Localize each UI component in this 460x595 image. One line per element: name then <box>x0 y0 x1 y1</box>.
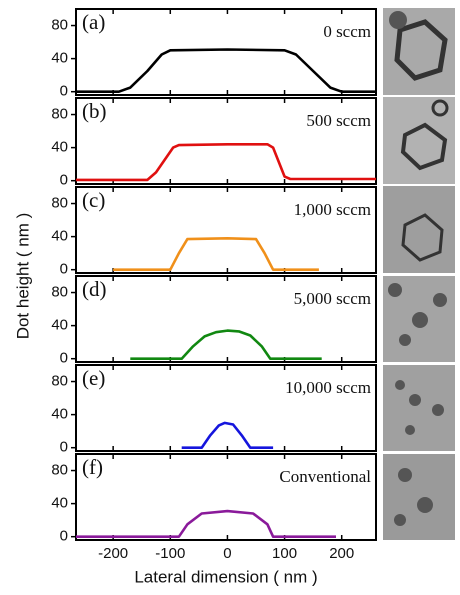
data-line <box>76 143 376 182</box>
data-line <box>76 509 336 538</box>
y-tick-label: 80 <box>51 373 68 390</box>
y-tick-label: 0 <box>60 172 68 189</box>
data-line <box>113 237 319 271</box>
data-line <box>130 329 322 360</box>
y-tick-label: 80 <box>51 462 68 479</box>
y-tick-label: 80 <box>51 17 68 34</box>
x-tick-label: 200 <box>329 545 354 562</box>
micrograph-feature <box>399 334 411 346</box>
y-tick-label: 40 <box>51 317 68 334</box>
micrograph-feature <box>433 293 447 307</box>
micrograph-feature <box>395 380 405 390</box>
x-axis-label: Lateral dimension ( nm ) <box>134 567 317 586</box>
panel-label: (f) <box>82 455 103 479</box>
panel-label: (e) <box>82 366 105 390</box>
annotation: 10,000 sccm <box>285 378 371 397</box>
micrograph-feature <box>417 497 433 513</box>
y-tick-label: 0 <box>60 439 68 456</box>
micrograph-feature <box>400 122 448 171</box>
y-tick-label: 40 <box>51 139 68 156</box>
micrograph-feature <box>431 99 449 117</box>
x-tick-label: 0 <box>223 545 231 562</box>
micrograph-feature <box>388 283 402 297</box>
y-tick-label: 0 <box>60 261 68 278</box>
micrograph-feature <box>398 468 412 482</box>
panel-frame <box>75 97 377 185</box>
panel-label: (c) <box>82 188 105 212</box>
y-tick-label: 40 <box>51 50 68 67</box>
micrograph-feature <box>412 312 428 328</box>
annotation: 500 sccm <box>306 111 371 130</box>
data-line <box>181 421 274 449</box>
annotation: 0 sccm <box>323 22 371 41</box>
y-tick-label: 40 <box>51 406 68 423</box>
x-tick-label: -100 <box>155 545 185 562</box>
micrograph-feature <box>432 404 444 416</box>
x-tick-label: -200 <box>98 545 128 562</box>
annotation: 5,000 sccm <box>294 289 371 308</box>
y-tick-label: 80 <box>51 195 68 212</box>
panel-frame <box>75 186 377 274</box>
annotation: Conventional <box>279 467 371 486</box>
micrograph-feature <box>401 213 444 262</box>
y-tick-label: 0 <box>60 528 68 545</box>
micrograph-feature <box>405 425 415 435</box>
y-tick-label: 80 <box>51 284 68 301</box>
data-line <box>76 48 376 93</box>
panel-frame <box>75 364 377 452</box>
micrograph <box>383 454 455 540</box>
annotation: 1,000 sccm <box>294 200 371 219</box>
y-tick-label: 0 <box>60 83 68 100</box>
y-tick-label: 40 <box>51 228 68 245</box>
panel-frame <box>75 275 377 363</box>
panel-label: (a) <box>82 10 105 34</box>
y-tick-label: 40 <box>51 495 68 512</box>
y-tick-label: 80 <box>51 106 68 123</box>
micrograph <box>383 365 455 451</box>
micrograph-feature <box>394 514 406 526</box>
panel-label: (b) <box>82 99 107 123</box>
panel-frame <box>75 8 377 96</box>
micrograph-feature <box>409 394 421 406</box>
micrographs <box>383 8 455 540</box>
y-axis-label: Dot height ( nm ) <box>13 213 32 340</box>
x-tick-label: 100 <box>272 545 297 562</box>
panel-label: (d) <box>82 277 107 301</box>
panel-frame <box>75 453 377 541</box>
micrograph-feature <box>394 19 448 81</box>
micrograph-feature <box>389 11 407 29</box>
y-tick-label: 0 <box>60 350 68 367</box>
